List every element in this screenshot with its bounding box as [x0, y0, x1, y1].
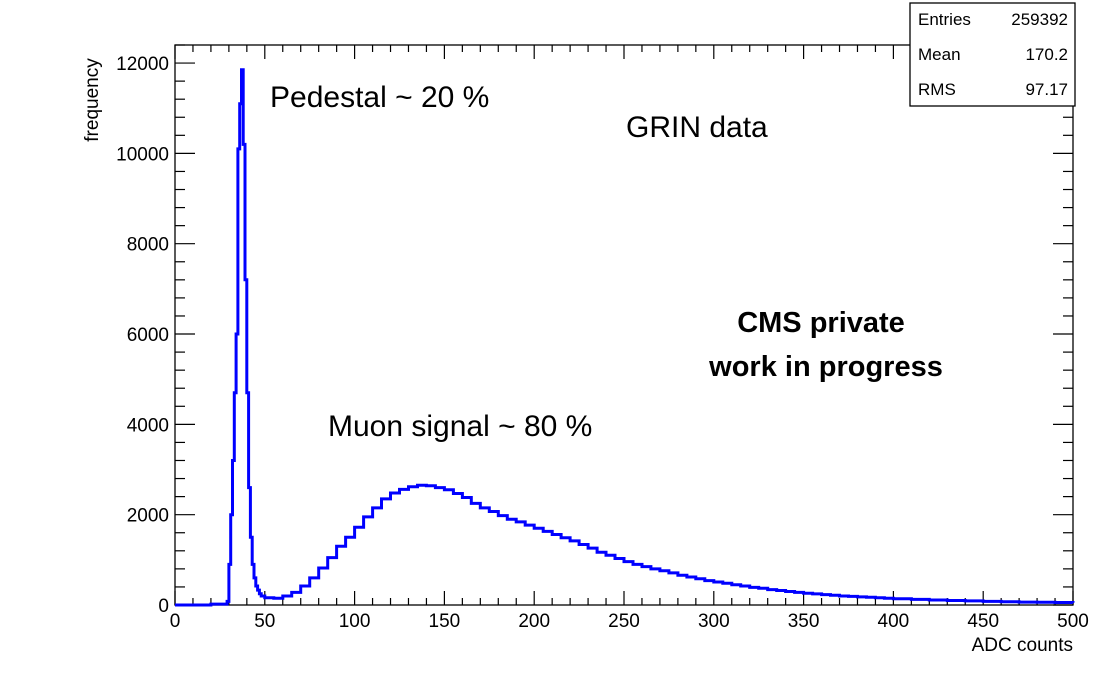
axis-tick-labels: 0 50 100 150 200 250 300 350 400 450 500 0 2000 4000 6… — [116, 54, 1089, 632]
pedestal-annotation: Pedestal ~ 20 % — [270, 81, 489, 114]
stats-box: Entries 259392 Mean 170.2 RMS 97.17 — [909, 2, 1076, 107]
y-tick-label: 8000 — [127, 235, 169, 256]
y-tick-label: 10000 — [116, 144, 169, 165]
cms-annotation-line2: work in progress — [708, 351, 943, 383]
x-tick-label: 300 — [698, 611, 730, 632]
y-tick-label: 6000 — [127, 325, 169, 346]
x-tick-label: 100 — [339, 611, 371, 632]
cms-annotation-line1: CMS private — [737, 307, 905, 339]
x-tick-label: 350 — [788, 611, 820, 632]
x-axis-title: ADC counts — [972, 635, 1073, 656]
y-tick-label: 4000 — [127, 415, 169, 436]
stats-box-frame — [909, 2, 1076, 107]
stats-mean-label: Mean — [918, 45, 961, 64]
y-tick-label: 2000 — [127, 506, 169, 527]
stats-rms-value: 97.17 — [1025, 80, 1068, 99]
y-axis-title: frequency — [82, 58, 103, 142]
y-tick-label: 0 — [158, 596, 169, 617]
grin-annotation: GRIN data — [626, 111, 768, 144]
plot-frame — [174, 44, 1074, 606]
stats-entries-value: 259392 — [1011, 10, 1068, 29]
muon-annotation: Muon signal ~ 80 % — [328, 410, 592, 443]
stats-rms-label: RMS — [918, 80, 956, 99]
axis-ticks — [174, 44, 1074, 606]
x-tick-label: 450 — [967, 611, 999, 632]
x-tick-label: 0 — [170, 611, 181, 632]
x-tick-label: 250 — [608, 611, 640, 632]
y-tick-label: 12000 — [116, 54, 169, 75]
x-tick-label: 400 — [878, 611, 910, 632]
x-tick-label: 500 — [1057, 611, 1089, 632]
x-tick-label: 200 — [518, 611, 550, 632]
histogram-series-line — [175, 68, 1075, 607]
x-tick-label: 150 — [429, 611, 461, 632]
x-tick-label: 50 — [254, 611, 275, 632]
stats-entries-label: Entries — [918, 10, 971, 29]
stats-mean-value: 170.2 — [1025, 45, 1068, 64]
